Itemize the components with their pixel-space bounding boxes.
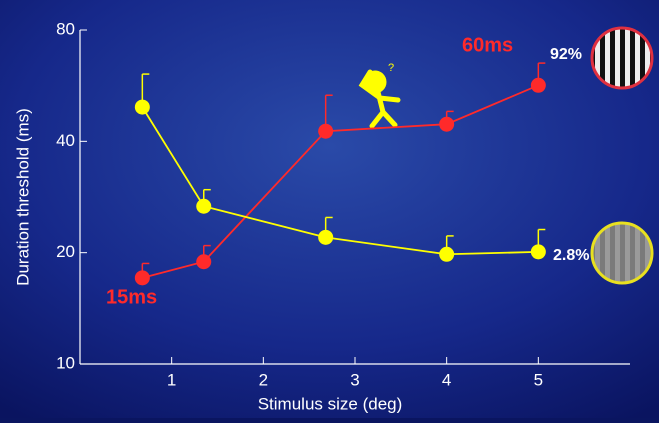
y-axis-title: Duration threshold (ms) bbox=[13, 108, 32, 286]
data-point bbox=[530, 244, 546, 260]
high-contrast-grating bbox=[590, 26, 654, 90]
data-point bbox=[318, 123, 334, 139]
x-tick-label: 1 bbox=[167, 370, 176, 389]
data-point bbox=[439, 116, 455, 132]
annotation: 15ms bbox=[106, 286, 157, 308]
x-tick-label: 4 bbox=[442, 370, 451, 389]
y-tick-label: 20 bbox=[56, 242, 75, 261]
question-mark: ? bbox=[388, 62, 394, 74]
annotation: 92% bbox=[550, 46, 582, 63]
y-tick-label: 80 bbox=[56, 19, 75, 38]
y-tick-label: 10 bbox=[56, 353, 75, 372]
x-tick-label: 3 bbox=[350, 370, 359, 389]
x-axis-title: Stimulus size (deg) bbox=[258, 394, 403, 413]
cartoon-figure bbox=[358, 69, 401, 129]
annotation: 60ms bbox=[462, 34, 513, 56]
data-point bbox=[530, 77, 546, 93]
data-point bbox=[134, 99, 150, 115]
annotation: 2.8% bbox=[553, 247, 589, 264]
data-point bbox=[134, 270, 150, 286]
data-point bbox=[196, 254, 212, 270]
x-tick-label: 2 bbox=[259, 370, 268, 389]
data-point bbox=[318, 229, 334, 245]
data-point bbox=[439, 246, 455, 262]
low-contrast-grating bbox=[590, 221, 654, 285]
x-tick-label: 5 bbox=[534, 370, 543, 389]
y-tick-label: 40 bbox=[56, 131, 75, 150]
data-point bbox=[196, 198, 212, 214]
